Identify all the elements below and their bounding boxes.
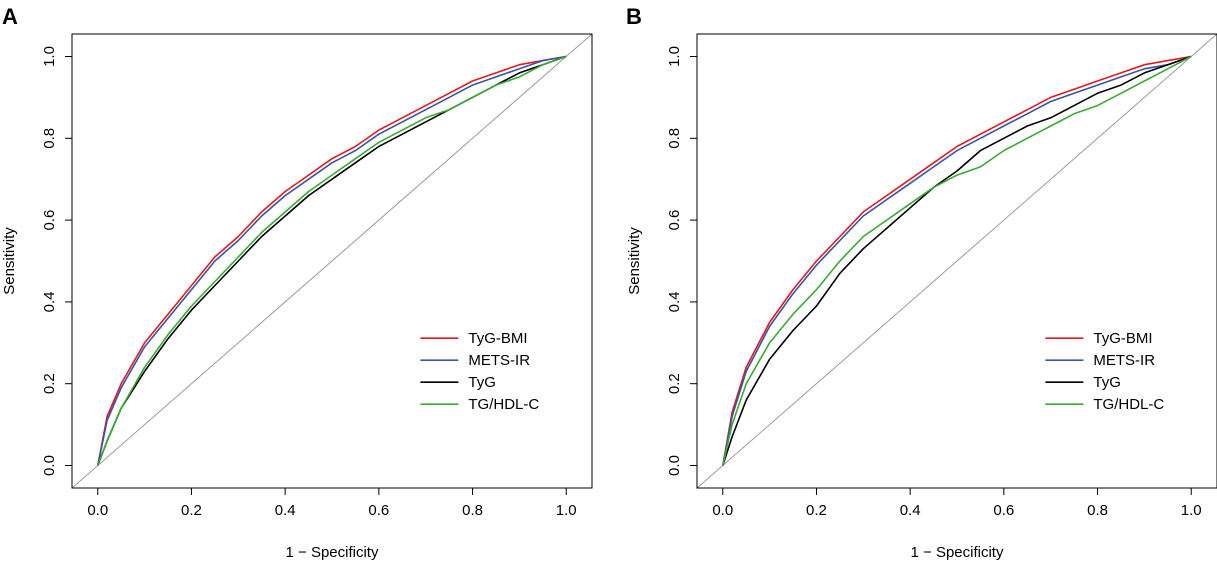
y-axis-title: Sensitivity (626, 227, 643, 295)
legend-entry: TyG (1093, 374, 1121, 391)
x-tick-label: 1.0 (1181, 502, 1202, 519)
x-tick-label: 0.6 (993, 502, 1014, 519)
legend-entry: TG/HDL-C (468, 396, 539, 413)
x-tick-label: 0.0 (87, 502, 108, 519)
x-axis-title: 1 − Specificity (286, 544, 379, 561)
reference-diagonal-line (697, 34, 1217, 488)
y-tick-label: 1.0 (41, 46, 58, 67)
plot-frame (71, 33, 593, 489)
x-tick-label: 0.2 (806, 502, 827, 519)
x-tick-label: 0.8 (1087, 502, 1108, 519)
x-axis-title: 1 − Specificity (911, 544, 1004, 561)
series-line-tyg-bmi (722, 55, 1192, 466)
legend-entry: METS-IR (468, 352, 530, 369)
legend: TyG-BMI METS-IR TyG TG/HDL-C (1045, 330, 1164, 413)
y-tick-label: 0.8 (41, 128, 58, 149)
y-tick-label: 0.2 (41, 373, 58, 394)
y-tick-label: 0.6 (41, 210, 58, 231)
y-tick-label: 0.8 (666, 128, 683, 149)
legend-entry: TG/HDL-C (1093, 396, 1164, 413)
series-line-tg-hdl-c (722, 55, 1192, 466)
series-line-mets-ir (97, 55, 567, 466)
x-tick-label: 1.0 (556, 502, 577, 519)
y-tick-label: 0.0 (666, 455, 683, 476)
y-tick-label: 0.0 (41, 455, 58, 476)
legend-entry: METS-IR (1093, 352, 1155, 369)
plot-frame (696, 33, 1217, 489)
panel-label: A (2, 4, 18, 29)
legend-entry: TyG-BMI (468, 330, 527, 347)
y-tick-label: 0.2 (666, 373, 683, 394)
y-tick-label: 1.0 (666, 46, 683, 67)
y-axis-title: Sensitivity (1, 227, 18, 295)
panel-b: B 0.0 0.2 0.4 0.6 0.8 1.0 0.0 0.2 0.4 0.6 0.8 1.0 1 −… (626, 4, 1217, 561)
panel-a: A 0.0 0.2 0.4 0.6 0.8 1.0 0.0 0.2 0.4 0.6 0.8 1.0 1 −… (1, 4, 593, 561)
legend: TyG-BMI METS-IR TyG TG/HDL-C (420, 330, 539, 413)
series-line-tyg-bmi (97, 55, 567, 466)
panel-label: B (626, 4, 642, 29)
x-tick-label: 0.2 (181, 502, 202, 519)
y-tick-label: 0.4 (666, 291, 683, 312)
y-tick-label: 0.6 (666, 210, 683, 231)
series-line-mets-ir (722, 55, 1192, 466)
reference-diagonal-line (72, 34, 592, 488)
x-tick-label: 0.4 (900, 502, 921, 519)
x-tick-label: 0.4 (275, 502, 296, 519)
legend-entry: TyG-BMI (1093, 330, 1152, 347)
x-tick-label: 0.6 (368, 502, 389, 519)
x-tick-label: 0.8 (462, 502, 483, 519)
series-line-tyg (722, 55, 1192, 466)
x-tick-label: 0.0 (712, 502, 733, 519)
legend-entry: TyG (468, 374, 496, 391)
y-tick-label: 0.4 (41, 291, 58, 312)
series-line-tg-hdl-c (97, 55, 567, 466)
